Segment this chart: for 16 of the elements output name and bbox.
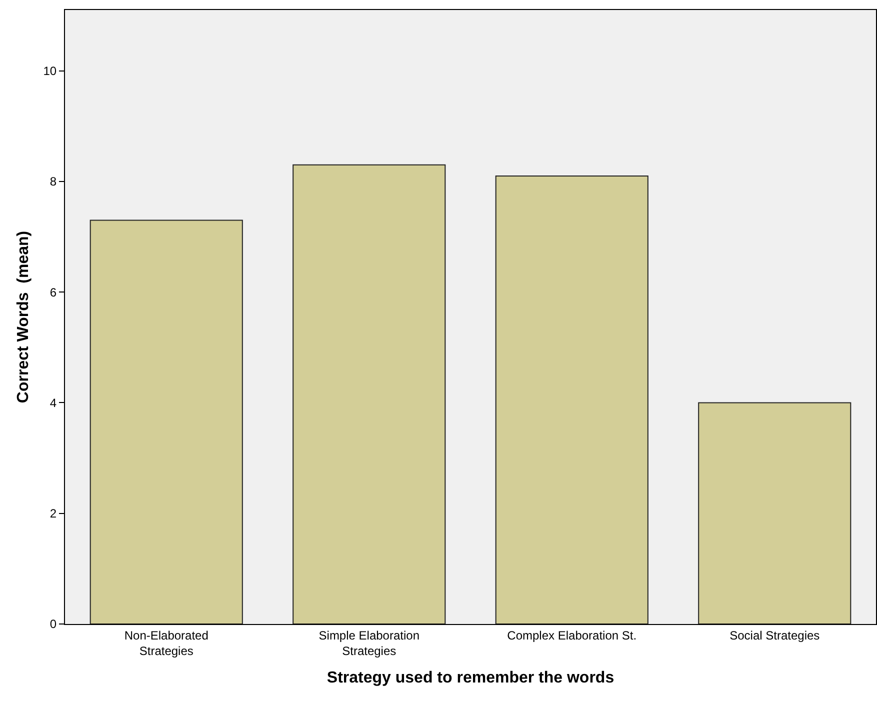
y-axis-title: Correct Words (mean) <box>15 230 32 404</box>
y-tick-label: 10 <box>43 64 57 78</box>
bar <box>495 175 648 624</box>
y-tick-label: 4 <box>50 396 57 410</box>
bar <box>90 220 243 624</box>
y-tick-label: 0 <box>50 617 57 632</box>
bar <box>292 164 446 624</box>
x-tick-label: Social Strategies <box>730 628 820 642</box>
x-tick-label: Non-Elaborated Strategies <box>124 628 208 658</box>
x-tick-label: Simple Elaboration Strategies <box>318 628 420 658</box>
x-tick-label: Complex Elaboration St. <box>507 628 637 642</box>
y-tick-label: 6 <box>50 285 57 300</box>
x-axis-title: Strategy used to remember the words <box>326 670 614 687</box>
bar <box>698 402 852 624</box>
y-tick-label: 2 <box>50 506 57 521</box>
y-tick-label: 8 <box>50 174 57 189</box>
